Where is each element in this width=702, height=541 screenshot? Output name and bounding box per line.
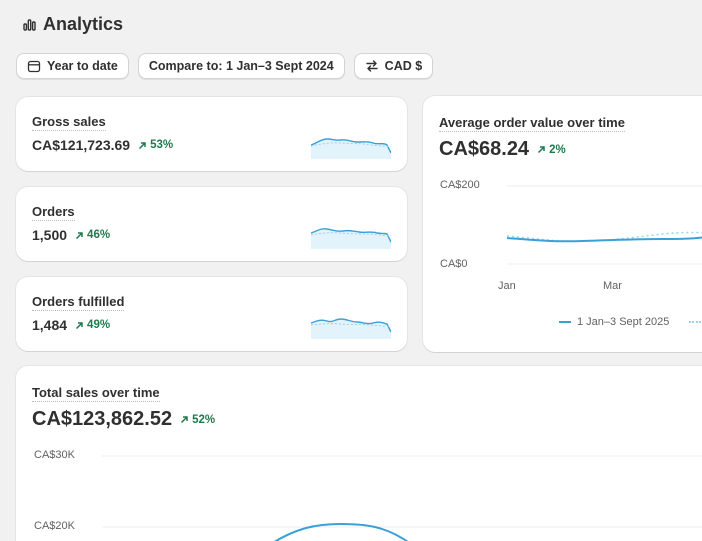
aov-series-current	[506, 236, 702, 243]
date-range-label: Year to date	[47, 59, 118, 73]
total-sales-delta: 52%	[180, 414, 215, 426]
sparkline	[311, 228, 391, 249]
analytics-bars-icon	[23, 19, 36, 31]
page-title: Analytics	[43, 14, 124, 34]
total-sales-delta-value: 52%	[192, 413, 216, 426]
legend-label-current: 1 Jan–3 Sept 2025	[577, 316, 670, 328]
x-tick-label: Mar	[603, 280, 622, 292]
currency-button[interactable]: CAD $	[353, 53, 434, 79]
aov-delta: 2%	[537, 144, 566, 156]
arrow-up-right-icon	[139, 141, 146, 149]
kpi-card-orders[interactable]: Orders 1,500 46%	[16, 187, 407, 261]
sparkline	[311, 318, 391, 339]
currency-label: CAD $	[384, 59, 423, 73]
aov-value: CA$68.24	[439, 138, 530, 160]
x-tick-label: Jan	[498, 280, 516, 292]
arrow-up-right-icon	[76, 321, 83, 329]
exchange-icon	[365, 60, 378, 72]
y-tick-label: CA$20K	[34, 520, 75, 532]
calendar-icon	[27, 60, 41, 73]
kpi-delta: 49%	[75, 319, 110, 331]
compare-label: Compare to: 1 Jan–3 Sept 2024	[148, 59, 334, 73]
y-tick-label: CA$0	[440, 258, 468, 270]
aov-title: Average order value over time	[439, 115, 625, 132]
sparkline	[311, 138, 391, 159]
legend-swatch-previous	[689, 321, 702, 323]
legend-swatch-current	[559, 321, 571, 323]
y-tick-label: CA$200	[440, 179, 480, 191]
arrow-up-right-icon	[181, 416, 188, 424]
arrow-up-right-icon	[76, 231, 83, 239]
kpi-delta-value: 46%	[87, 229, 111, 241]
total-sales-chart	[102, 455, 702, 541]
kpi-delta: 53%	[138, 139, 173, 151]
date-range-button[interactable]: Year to date	[16, 53, 129, 79]
kpi-card-orders-fulfilled[interactable]: Orders fulfilled 1,484 49%	[16, 277, 407, 351]
kpi-title: Orders	[32, 204, 75, 221]
aov-delta-value: 2%	[549, 143, 566, 156]
kpi-card-gross-sales[interactable]: Gross sales CA$121,723.69 53%	[16, 97, 407, 171]
total-sales-value: CA$123,862.52	[32, 408, 173, 430]
kpi-value: 1,500	[32, 227, 68, 243]
aov-card[interactable]: Average order value over time CA$68.24 2…	[423, 96, 702, 352]
total-sales-card[interactable]: Total sales over time CA$123,862.52 52% …	[16, 366, 702, 541]
kpi-value: CA$121,723.69	[32, 137, 131, 153]
kpi-value: 1,484	[32, 317, 68, 333]
kpi-delta: 46%	[75, 229, 110, 241]
filter-bar: Year to date Compare to: 1 Jan–3 Sept 20…	[16, 53, 434, 79]
total-sales-series-current	[274, 522, 409, 541]
kpi-title: Orders fulfilled	[32, 294, 125, 311]
kpi-title: Gross sales	[32, 114, 106, 131]
page-header: Analytics	[22, 14, 123, 35]
kpi-delta-value: 49%	[87, 319, 111, 331]
total-sales-title: Total sales over time	[32, 385, 160, 402]
kpi-delta-value: 53%	[150, 139, 174, 151]
aov-legend: 1 Jan–3 Sept 2025	[559, 316, 702, 328]
arrow-up-right-icon	[538, 146, 545, 154]
aov-chart	[506, 185, 702, 265]
y-tick-label: CA$30K	[34, 449, 75, 461]
compare-button[interactable]: Compare to: 1 Jan–3 Sept 2024	[137, 53, 345, 79]
